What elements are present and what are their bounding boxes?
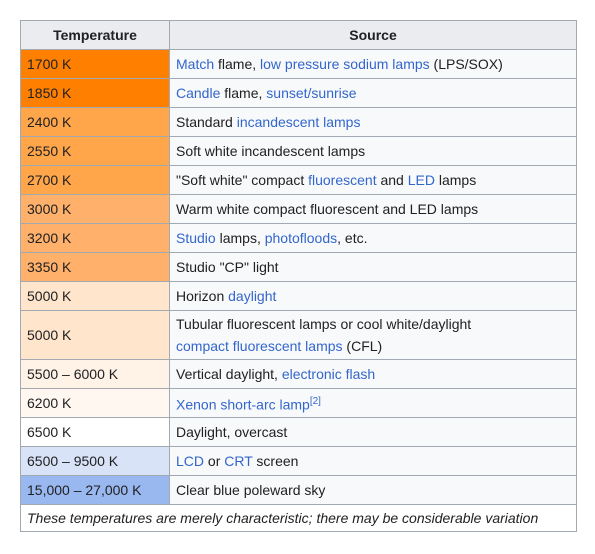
table-row: 5000 K Tubular fluorescent lamps or cool … bbox=[20, 310, 577, 360]
source-cell: Warm white compact fluorescent and LED l… bbox=[169, 194, 577, 224]
temperature-cell: 2700 K bbox=[20, 165, 170, 195]
source-text: screen bbox=[252, 453, 299, 469]
source-text: flame, bbox=[214, 56, 261, 72]
source-cell: Clear blue poleward sky bbox=[169, 475, 577, 505]
source-text: Clear blue poleward sky bbox=[176, 482, 326, 498]
source-text: lamps bbox=[434, 172, 477, 188]
table-row: 5000 K Horizon daylight bbox=[20, 281, 577, 311]
table-row: 1700 K Match flame, low pressure sodium l… bbox=[20, 49, 577, 79]
source-link[interactable]: CRT bbox=[224, 453, 253, 469]
source-text: (CFL) bbox=[342, 338, 383, 354]
source-cell: Candle flame, sunset/sunrise bbox=[169, 78, 577, 108]
table-row: 2700 K "Soft white" compact fluorescent a… bbox=[20, 165, 577, 195]
source-text: "Soft white" compact bbox=[176, 172, 309, 188]
table-row: 6500 K Daylight, overcast bbox=[20, 417, 577, 447]
source-cell: Studio "CP" light bbox=[169, 252, 577, 282]
source-link[interactable]: sunset/sunrise bbox=[266, 85, 357, 101]
footnote: These temperatures are merely characteri… bbox=[20, 504, 577, 532]
temperature-cell: 15,000 – 27,000 K bbox=[20, 475, 170, 505]
temperature-cell: 6200 K bbox=[20, 388, 170, 418]
source-link[interactable]: Xenon short-arc lamp bbox=[176, 396, 310, 413]
temperature-cell: 3350 K bbox=[20, 252, 170, 282]
temperature-header: Temperature bbox=[20, 20, 170, 50]
table-row: 3000 K Warm white compact fluorescent and… bbox=[20, 194, 577, 224]
temperature-cell: 1850 K bbox=[20, 78, 170, 108]
source-cell: Studio lamps, photofloods, etc. bbox=[169, 223, 577, 253]
temperature-cell: 1700 K bbox=[20, 49, 170, 79]
footnote-row: These temperatures are merely characteri… bbox=[20, 504, 577, 532]
temperature-cell: 2400 K bbox=[20, 107, 170, 137]
source-cell: Tubular fluorescent lamps or cool white/… bbox=[169, 310, 577, 360]
temperature-cell: 2550 K bbox=[20, 136, 170, 166]
temperature-cell: 6500 – 9500 K bbox=[20, 446, 170, 476]
source-header: Source bbox=[169, 20, 577, 50]
color-temperature-table: Temperature Source 1700 K Match flame, lo… bbox=[20, 20, 577, 532]
source-cell: Vertical daylight, electronic flash bbox=[169, 359, 577, 389]
source-link[interactable]: incandescent lamps bbox=[236, 114, 361, 130]
source-text: lamps, bbox=[215, 230, 265, 246]
source-text: Standard bbox=[176, 114, 237, 130]
source-text: Warm white compact fluorescent and LED l… bbox=[176, 201, 479, 217]
source-link[interactable]: LCD bbox=[176, 453, 205, 469]
source-text: Daylight, overcast bbox=[176, 424, 288, 440]
source-text: Tubular fluorescent lamps or cool white/… bbox=[176, 316, 472, 332]
temperature-cell: 5500 – 6000 K bbox=[20, 359, 170, 389]
source-link[interactable]: photofloods bbox=[264, 230, 338, 246]
source-link[interactable]: Match bbox=[176, 56, 215, 72]
table-row: 6200 K Xenon short-arc lamp[2] bbox=[20, 388, 577, 418]
source-cell: LCD or CRT screen bbox=[169, 446, 577, 476]
source-text: or bbox=[204, 453, 225, 469]
source-cell: Horizon daylight bbox=[169, 281, 577, 311]
source-link[interactable]: low pressure sodium lamps bbox=[260, 56, 430, 72]
source-text: Vertical daylight, bbox=[176, 366, 282, 382]
citation-link[interactable]: [2] bbox=[309, 395, 321, 407]
table-row: 15,000 – 27,000 K Clear blue poleward sky bbox=[20, 475, 577, 505]
temperature-cell: 5000 K bbox=[20, 310, 170, 360]
temperature-cell: 3200 K bbox=[20, 223, 170, 253]
source-text: Soft white incandescent lamps bbox=[176, 143, 366, 159]
source-link[interactable]: daylight bbox=[228, 288, 277, 304]
temperature-cell: 5000 K bbox=[20, 281, 170, 311]
source-cell: Match flame, low pressure sodium lamps (… bbox=[169, 49, 577, 79]
table-row: 2550 K Soft white incandescent lamps bbox=[20, 136, 577, 166]
header-row: Temperature Source bbox=[20, 20, 577, 50]
source-link[interactable]: LED bbox=[407, 172, 435, 188]
source-cell: Xenon short-arc lamp[2] bbox=[169, 388, 577, 418]
source-cell: "Soft white" compact fluorescent and LED… bbox=[169, 165, 577, 195]
source-link[interactable]: electronic flash bbox=[281, 366, 376, 382]
source-text: Studio "CP" light bbox=[176, 259, 279, 275]
temperature-cell: 3000 K bbox=[20, 194, 170, 224]
table-row: 3200 K Studio lamps, photofloods, etc. bbox=[20, 223, 577, 253]
table-row: 3350 K Studio "CP" light bbox=[20, 252, 577, 282]
source-link[interactable]: Candle bbox=[176, 85, 221, 101]
table-row: 5500 – 6000 K Vertical daylight, electron… bbox=[20, 359, 577, 389]
source-text: flame, bbox=[220, 85, 267, 101]
table-row: 2400 K Standard incandescent lamps bbox=[20, 107, 577, 137]
source-text: , etc. bbox=[337, 230, 368, 246]
temperature-cell: 6500 K bbox=[20, 417, 170, 447]
source-cell: Soft white incandescent lamps bbox=[169, 136, 577, 166]
source-cell: Daylight, overcast bbox=[169, 417, 577, 447]
source-text: and bbox=[376, 172, 408, 188]
source-cell: Standard incandescent lamps bbox=[169, 107, 577, 137]
source-link[interactable]: Studio bbox=[176, 230, 216, 246]
source-text: Horizon bbox=[176, 288, 229, 304]
table-body: 1700 K Match flame, low pressure sodium l… bbox=[20, 49, 577, 505]
source-text: (LPS/SOX) bbox=[429, 56, 503, 72]
table-row: 1850 K Candle flame, sunset/sunrise bbox=[20, 78, 577, 108]
table-row: 6500 – 9500 K LCD or CRT screen bbox=[20, 446, 577, 476]
color-temperature-table-container: Temperature Source 1700 K Match flame, lo… bbox=[20, 20, 577, 532]
source-link[interactable]: compact fluorescent lamps bbox=[176, 338, 343, 354]
source-link[interactable]: fluorescent bbox=[308, 172, 377, 188]
